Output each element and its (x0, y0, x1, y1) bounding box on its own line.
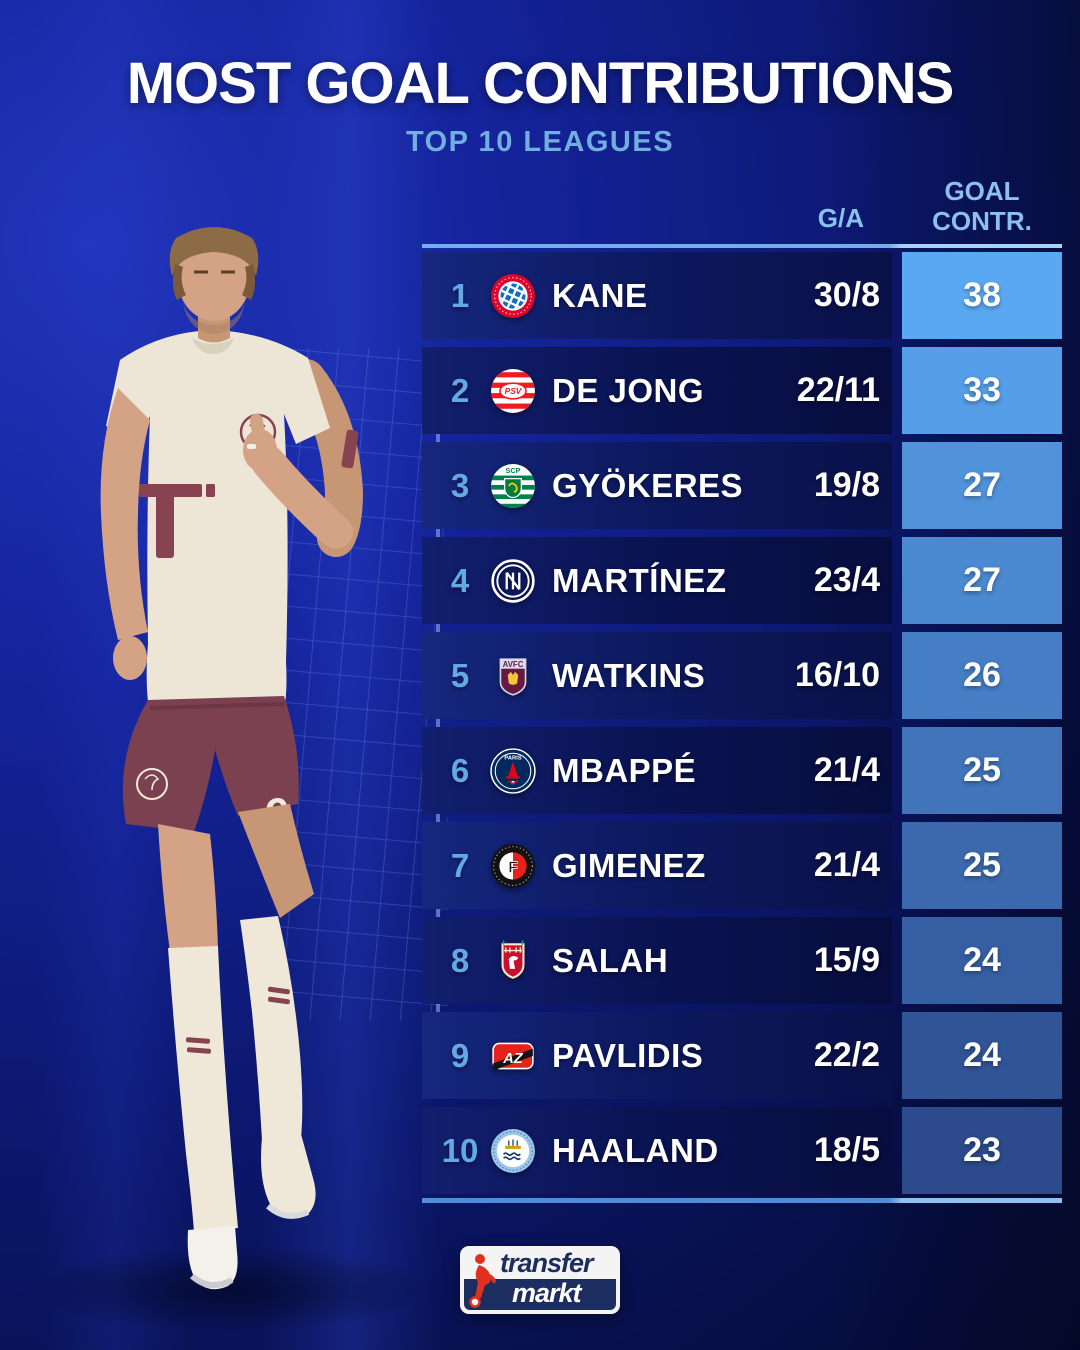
svg-text:SCP: SCP (505, 465, 520, 474)
head (169, 227, 259, 343)
sporting-cp-crest-icon: SCP (490, 463, 536, 509)
ranking-table: 1 KANE 30/8 38 2 (422, 252, 1062, 1194)
goal-contr-cell: 26 (902, 632, 1062, 719)
table-row: 6 PARIS MBAPPÉ 21/4 25 (422, 727, 1062, 814)
player-name: PAVLIDIS (552, 1036, 704, 1074)
goal-contr-cell: 23 (902, 1107, 1062, 1194)
ga-value: 30/8 (813, 276, 880, 314)
manchester-city-crest-icon (490, 1128, 536, 1174)
player-name: HAALAND (552, 1131, 719, 1169)
goal-contr-cell: 24 (902, 1012, 1062, 1099)
shorts-number: 9 (261, 788, 289, 837)
ga-value: 19/8 (813, 466, 880, 504)
back-leg (238, 804, 316, 1219)
player-name: MBAPPÉ (552, 751, 697, 789)
ga-value: 18/5 (813, 1131, 880, 1169)
rank-label: 6 (450, 751, 470, 789)
table-row: 7 F GIMENEZ 21/4 25 (422, 822, 1062, 909)
player-name: KANE (552, 276, 648, 314)
ga-value: 22/11 (796, 371, 880, 409)
goal-contr-cell: 25 (902, 727, 1062, 814)
aston-villa-crest-icon: AVFC (490, 653, 536, 699)
liverpool-crest-icon (490, 938, 536, 984)
table-top-border (422, 244, 1062, 248)
ga-value: 22/2 (813, 1036, 880, 1074)
ga-column-header: G/A (817, 203, 864, 233)
svg-text:AVFC: AVFC (503, 660, 524, 669)
table-row: 5 AVFC WATKINS 16/10 26 (422, 632, 1062, 719)
svg-text:PSV: PSV (505, 386, 523, 396)
az-alkmaar-crest-icon: AZ (490, 1033, 536, 1079)
adidas-logo (105, 422, 141, 454)
goal-contr-cell: 33 (902, 347, 1062, 434)
background-light-band (260, 0, 440, 1350)
ga-value: 21/4 (813, 846, 880, 884)
svg-text:PARIS: PARIS (504, 755, 521, 761)
ga-value: 21/4 (813, 751, 880, 789)
table-row: 3 SCP GYÖKERES 19/8 27 (422, 442, 1062, 529)
svg-text:AZ: AZ (502, 1050, 524, 1066)
front-arm (100, 388, 150, 680)
player-name: DE JONG (552, 371, 705, 409)
page-title: MOST GOAL CONTRIBUTIONS (126, 51, 955, 116)
rank-label: 8 (450, 941, 470, 979)
psv-eindhoven-crest-icon: PSV (490, 368, 536, 414)
back-arm (287, 359, 364, 557)
player-name: MARTÍNEZ (552, 561, 727, 599)
transfermarkt-logo: transfer markt (460, 1246, 620, 1314)
player-name: GYÖKERES (552, 466, 744, 504)
table-row: 4 MARTÍNEZ 23/4 27 (422, 537, 1062, 624)
transfermarkt-kicker-icon (469, 1254, 496, 1308)
inter-milan-crest-icon (490, 558, 536, 604)
telekom-t-logo (126, 484, 215, 558)
table-row: 8 SALAH 15/9 24 (422, 917, 1062, 1004)
player-name: SALAH (552, 941, 669, 979)
rank-label: 4 (450, 561, 470, 599)
rank-label: 3 (450, 466, 470, 504)
transfermarkt-logo-top-text: transfer (500, 1248, 594, 1278)
bayern-munich-crest-icon (490, 273, 536, 319)
rank-label: 1 (450, 276, 470, 314)
feyenoord-crest-icon: F (490, 843, 536, 889)
goal-contr-cell: 27 (902, 537, 1062, 624)
goal-contr-header-line2: CONTR. (932, 206, 1032, 236)
goal-contr-cell: 24 (902, 917, 1062, 1004)
ga-value: 16/10 (794, 656, 880, 694)
column-headers: G/A GOAL CONTR. (422, 176, 1062, 240)
page-subtitle: TOP 10 LEAGUES (405, 126, 675, 158)
rank-label: 7 (450, 846, 470, 884)
table-bottom-border (422, 1198, 1062, 1203)
background-light-band (40, 0, 190, 1350)
table-row: 10 HAALAND 18/5 23 (422, 1107, 1062, 1194)
sleeve-sponsor (341, 429, 359, 469)
chest-crest (239, 413, 277, 451)
ga-value: 23/4 (813, 561, 880, 599)
rank-label: 9 (450, 1036, 470, 1074)
rank-label: 5 (450, 656, 470, 694)
front-leg (158, 824, 238, 1290)
goal-contr-header-line1: GOAL (944, 176, 1020, 206)
transfermarkt-logo-bottom-text: markt (464, 1279, 616, 1310)
goal-contr-column-header: GOAL CONTR. (902, 176, 1062, 240)
goal-contr-cell: 27 (902, 442, 1062, 529)
goal-contr-cell: 38 (902, 252, 1062, 339)
rank-label: 10 (441, 1131, 479, 1169)
ga-value: 15/9 (813, 941, 880, 979)
player-name: GIMENEZ (552, 846, 706, 884)
svg-text:F: F (508, 859, 518, 876)
player-ground-shadow (30, 1248, 430, 1332)
table-row: 9 AZ PAVLIDIS 22/2 24 (422, 1012, 1062, 1099)
table-row: 2 PSV DE JONG 22/11 33 (422, 347, 1062, 434)
rank-label: 2 (450, 371, 470, 409)
goal-contr-cell: 25 (902, 822, 1062, 909)
forearm-hand (243, 413, 353, 549)
jersey (105, 330, 359, 726)
player-name: WATKINS (552, 656, 706, 694)
kane-photo: 9 (100, 227, 364, 1290)
shorts-crest (136, 768, 168, 800)
shorts: 9 (122, 696, 299, 837)
psg-crest-icon: PARIS (490, 747, 536, 794)
table-row: 1 KANE 30/8 38 (422, 252, 1062, 339)
